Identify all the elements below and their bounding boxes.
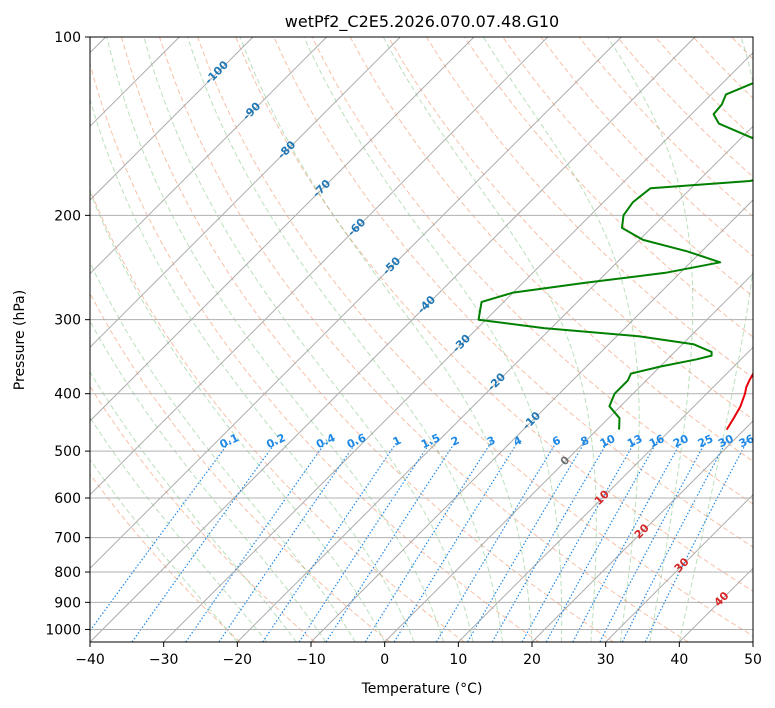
mixing-ratio-line [298,440,432,642]
plot-frame [89,36,754,643]
mixing-ratio-label: 30 [716,432,736,450]
mixing-ratio-label: 20 [671,432,691,450]
profile-lines [477,82,753,431]
x-tick-label: 20 [523,652,541,668]
mixing-ratio-line [325,440,457,642]
x-tick-label: 30 [597,652,615,668]
x-tick-label: −40 [75,652,105,668]
moist-adiabat [187,37,503,642]
dry-adiabat [159,37,689,642]
mixing-ratio-line [218,440,358,642]
dry-adiabat [197,37,753,637]
mixing-ratio-line [599,440,707,642]
y-axis-label: Pressure (hPa) [12,290,28,390]
chart-title: wetPf2_C2E5.2026.070.07.48.G10 [285,12,559,32]
mixing-ratio-line [621,440,728,642]
mixing-ratio-line [185,440,328,642]
moist-adiabat [482,37,640,642]
y-tick-label: 900 [54,595,81,611]
isotherm-line [90,37,475,422]
dry-adiabat [235,37,753,592]
dry-adiabat [90,385,316,642]
y-tick-label: 100 [54,30,81,46]
x-tick-label: −10 [296,652,326,668]
isotherm-line [310,199,753,642]
moist-adiabat [90,320,327,642]
dry-adiabat [120,37,614,642]
isotherm-line [531,420,753,642]
x-axis-label: Temperature (°C) [361,681,483,697]
moist-adiabat [239,37,533,642]
y-tick-label: 1000 [45,622,81,638]
y-tick-label: 700 [54,531,81,547]
x-tick-label: 0 [380,652,389,668]
moist-adiabat [678,37,753,642]
dry-adiabat [90,473,241,642]
isotherm-line [90,37,696,642]
mixing-ratio-label: 13 [625,432,644,450]
moist-adiabat [106,37,445,642]
mixing-ratio-label: 25 [696,432,715,450]
background-lines [90,37,753,642]
isotherm-line [384,272,753,642]
moist-adiabat [90,416,268,642]
dry-adiabat [349,37,753,462]
moist-adiabat [90,261,356,642]
moist-adiabat [90,458,238,642]
pressure-gridlines [90,37,753,630]
moist-adiabat [143,37,474,642]
isotherm-line [163,51,753,642]
mixing-ratio-line [364,440,493,642]
isotherm-line [457,346,753,642]
moist-adiabat [382,37,597,642]
mixing-ratio-line [491,440,609,642]
mixing-ratio-line [262,440,399,642]
y-tick-label: 800 [54,565,81,581]
isotherm-line [90,37,622,570]
y-axis-ticks: 1000 900 800 700 600 500 400 300 200 100 [45,30,90,638]
isotherm-line [90,37,401,349]
mixing-ratio-label: 36 [737,432,757,450]
y-tick-label: 200 [54,208,81,224]
y-tick-label: 600 [54,491,81,507]
isotherm-line [236,125,753,642]
mixing-ratio-line [435,440,558,642]
x-tick-label: 50 [744,652,762,668]
mixing-ratio-label: 16 [647,432,667,450]
dry-adiabat [90,292,390,642]
y-tick-label: 300 [54,313,81,329]
moist-adiabat [303,37,563,642]
y-tick-label: 400 [54,387,81,403]
plot-background [90,37,753,642]
dry-adiabat [464,37,753,338]
dry-adiabat [90,62,540,642]
x-tick-label: 10 [449,652,467,668]
isotherm-line [90,37,254,201]
dewpoint-profile-line [477,82,753,430]
x-axis-ticks: −40 −30 −20 −10 0 10 20 30 40 50 [75,642,762,668]
isotherm-line [90,37,328,275]
moist-adiabat [607,37,694,642]
x-tick-label: −20 [223,652,253,668]
isotherm-line [90,37,549,496]
x-tick-label: 40 [670,652,688,668]
mixing-ratio-label: 10 [598,432,618,450]
dry-adiabat [90,188,465,642]
mixing-ratio-line [572,440,683,642]
isotherm-line [605,493,753,642]
moist-adiabat [90,190,386,642]
dry-adiabat [425,37,753,379]
x-tick-label: −30 [149,652,179,668]
y-tick-label: 500 [54,444,81,460]
mixing-ratio-line [466,440,587,642]
temperature-profile-line [725,371,753,431]
mixing-ratio-line [393,440,520,642]
dry-adiabat [273,37,753,548]
